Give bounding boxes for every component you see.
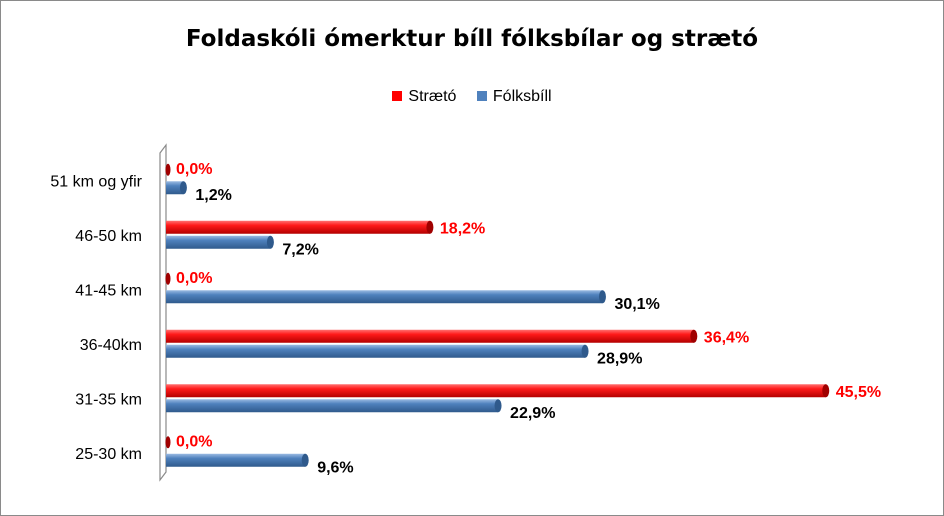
bar-folksbill	[166, 290, 603, 304]
bar-straeto	[166, 329, 694, 343]
category-label: 31-35 km	[75, 391, 142, 408]
bar-cap-folksbill	[301, 453, 309, 467]
bar-folksbill	[166, 181, 184, 195]
bar-folksbill	[166, 344, 586, 358]
legend-swatch-straeto	[392, 91, 403, 101]
data-label-straeto: 36,4%	[704, 329, 749, 346]
bar-cap-folksbill	[598, 290, 606, 304]
category-label: 25-30 km	[75, 446, 142, 463]
data-label-folksbill: 9,6%	[317, 459, 353, 476]
bar-cap-straeto	[165, 272, 171, 285]
category-label: 46-50 km	[75, 228, 142, 245]
category-label: 51 km og yfir	[50, 173, 142, 190]
data-label-folksbill: 22,9%	[510, 405, 555, 422]
legend-entry-straeto: Strætó	[392, 88, 456, 106]
bar-straeto	[166, 384, 826, 398]
bar-cap-straeto	[426, 220, 434, 234]
bar-folksbill	[166, 235, 271, 249]
data-label-straeto: 45,5%	[836, 384, 881, 401]
chart-legend: Strætó Fólksbíll	[0, 88, 944, 106]
bar-straeto	[166, 220, 430, 234]
legend-label-straeto: Strætó	[408, 88, 457, 105]
bar-folksbill	[166, 453, 306, 467]
data-label-straeto: 0,0%	[176, 433, 212, 450]
data-label-folksbill: 1,2%	[195, 187, 231, 204]
data-label-straeto: 0,0%	[176, 270, 212, 287]
data-label-straeto: 18,2%	[440, 220, 485, 237]
data-label-straeto: 0,0%	[176, 161, 212, 178]
legend-label-folksbill: Fólksbíll	[492, 88, 552, 105]
bar-folksbill	[166, 399, 499, 413]
legend-swatch-folksbill	[476, 91, 487, 101]
bar-cap-straeto	[822, 384, 830, 398]
bar-cap-folksbill	[179, 181, 187, 195]
bar-cap-folksbill	[494, 399, 502, 413]
category-label: 36-40km	[80, 337, 142, 354]
chart-title: Foldaskóli ómerktur bíll fólksbílar og s…	[185, 26, 759, 52]
bar-cap-folksbill	[266, 235, 274, 249]
bar-cap-folksbill	[581, 344, 589, 358]
category-label: 41-45 km	[75, 282, 142, 299]
bar-cap-straeto	[165, 436, 171, 449]
category-axis-wall	[159, 143, 167, 482]
bar-cap-straeto	[690, 329, 698, 343]
legend-entry-folksbill: Fólksbíll	[476, 88, 552, 106]
data-label-folksbill: 30,1%	[614, 296, 659, 313]
data-label-folksbill: 28,9%	[597, 350, 642, 367]
bar-cap-straeto	[165, 163, 171, 176]
data-label-folksbill: 7,2%	[282, 241, 318, 258]
